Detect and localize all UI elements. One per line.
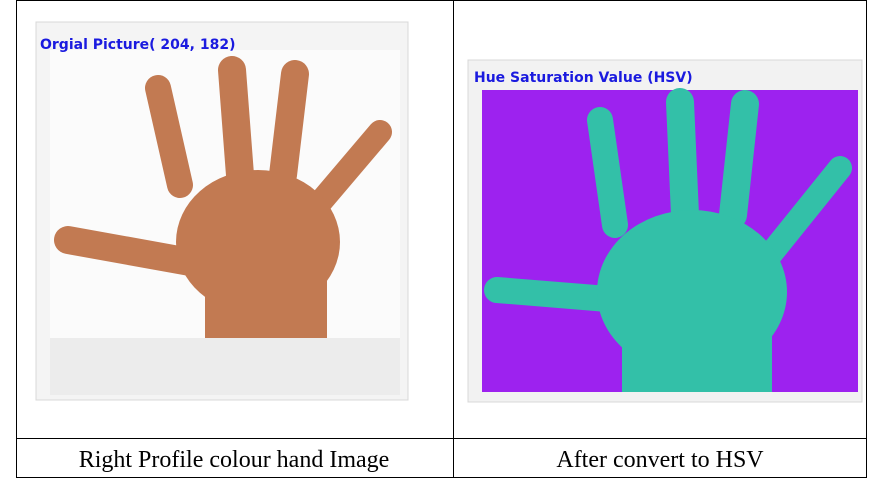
caption: After convert to HSV xyxy=(556,447,764,473)
wrist xyxy=(622,320,772,392)
original-image: Orgial Picture( 204, 182) xyxy=(36,22,408,400)
document-table: Orgial Picture( 204, 182) Hue Saturation… xyxy=(0,0,880,478)
page: Orgial Picture( 204, 182) Hue Saturation… xyxy=(0,0,880,478)
image-label: Hue Saturation Value (HSV) xyxy=(474,70,693,86)
image-footer xyxy=(50,338,400,395)
image-label: Orgial Picture( 204, 182) xyxy=(40,37,235,53)
caption: Right Profile colour hand Image xyxy=(79,447,390,473)
hsv-image: Hue Saturation Value (HSV) xyxy=(468,60,862,402)
wrist xyxy=(205,270,327,338)
